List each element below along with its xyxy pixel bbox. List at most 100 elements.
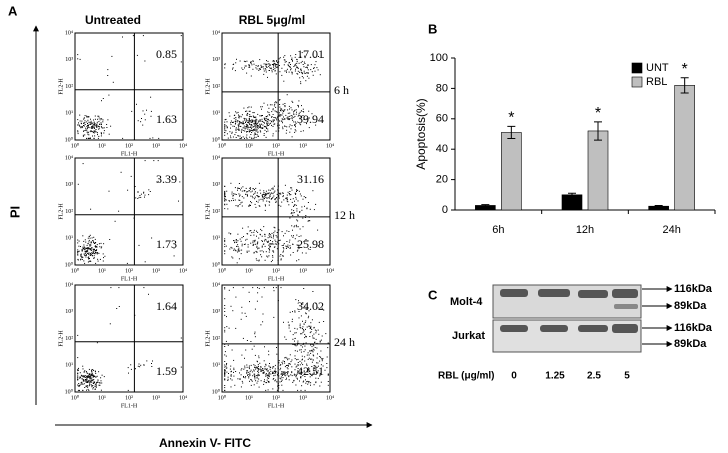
x-tick-label: 10² [272, 395, 280, 401]
event-dot [298, 311, 300, 312]
event-dot [232, 121, 234, 123]
event-dot [259, 124, 261, 126]
y-tick-label: 10⁴ [212, 282, 220, 288]
event-dot [265, 382, 267, 384]
event-dot [254, 196, 256, 198]
event-dot [307, 358, 309, 360]
event-dot [267, 104, 269, 106]
event-dot [263, 243, 265, 245]
event-dot [246, 60, 248, 62]
event-dot [96, 123, 98, 125]
event-dot [91, 386, 93, 388]
event-dot [293, 110, 295, 112]
event-dot [297, 378, 298, 380]
event-dot [93, 249, 95, 251]
event-dot [318, 321, 320, 323]
event-dot [93, 122, 95, 124]
event-dot [116, 308, 118, 309]
event-dot [146, 109, 147, 111]
event-dot [257, 195, 259, 197]
event-dot [94, 389, 96, 390]
event-dot [84, 262, 86, 264]
event-dot [257, 292, 259, 294]
plot-y-label: FL2-H [58, 203, 64, 220]
event-dot [297, 358, 299, 360]
event-dot [260, 120, 261, 122]
event-dot [228, 112, 230, 114]
event-dot [241, 245, 243, 247]
event-dot [285, 379, 287, 380]
event-dot [259, 189, 261, 191]
event-dot [256, 246, 258, 248]
event-dot [267, 192, 269, 194]
event-dot [241, 122, 243, 124]
event-dot [289, 354, 291, 356]
event-dot [285, 365, 287, 366]
event-dot [245, 193, 246, 195]
event-dot [288, 358, 290, 360]
event-dot [226, 363, 228, 364]
y-axis-label: PI [7, 206, 22, 218]
event-dot [80, 126, 82, 128]
event-dot [273, 226, 275, 228]
event-dot [82, 380, 84, 382]
event-dot [93, 387, 95, 389]
x-tick-label: 10⁰ [71, 267, 80, 274]
event-dot [240, 189, 241, 191]
event-dot [270, 237, 272, 239]
event-dot [98, 126, 100, 127]
event-dot [91, 255, 93, 257]
event-dot [299, 228, 301, 230]
event-dot [293, 66, 295, 67]
event-dot [234, 242, 235, 244]
event-dot [282, 373, 284, 375]
event-dot [280, 376, 282, 378]
event-dot [290, 64, 291, 65]
event-dot [83, 117, 85, 119]
event-dot [265, 205, 266, 207]
event-dot [249, 120, 251, 122]
event-dot [236, 241, 238, 243]
event-dot [297, 189, 299, 191]
event-dot [303, 72, 305, 74]
x-tick-label: 10¹ [98, 143, 106, 149]
event-dot [295, 198, 297, 200]
event-dot [272, 64, 274, 66]
event-dot [272, 114, 274, 115]
event-dot [308, 357, 310, 359]
event-dot [130, 368, 132, 370]
event-dot [301, 105, 302, 107]
event-dot [290, 187, 292, 189]
event-dot [258, 287, 260, 289]
event-dot [269, 234, 271, 235]
event-dot [247, 124, 248, 126]
event-dot [261, 246, 263, 248]
event-dot [260, 228, 262, 230]
event-dot [288, 118, 289, 120]
event-dot [264, 346, 265, 348]
event-dot [290, 194, 292, 196]
event-dot [87, 123, 88, 124]
event-dot [228, 289, 230, 291]
event-dot [281, 114, 283, 116]
y-tick-label: 10² [65, 336, 73, 342]
event-dot [258, 374, 260, 376]
event-dot [268, 375, 270, 377]
event-dot [294, 124, 295, 126]
event-dot [224, 195, 226, 197]
event-dot [284, 361, 285, 362]
event-dot [87, 257, 89, 259]
event-dot [271, 116, 273, 117]
event-dot [101, 100, 102, 102]
event-dot [272, 109, 274, 111]
event-dot [96, 246, 98, 248]
column-title: Untreated [85, 13, 141, 27]
event-dot [298, 244, 300, 246]
event-dot [261, 370, 263, 372]
event-dot [256, 230, 257, 232]
event-dot [241, 354, 243, 356]
event-dot [257, 374, 259, 376]
event-dot [96, 342, 98, 344]
event-dot [230, 137, 232, 139]
x-tick-label: 10¹ [98, 268, 106, 274]
